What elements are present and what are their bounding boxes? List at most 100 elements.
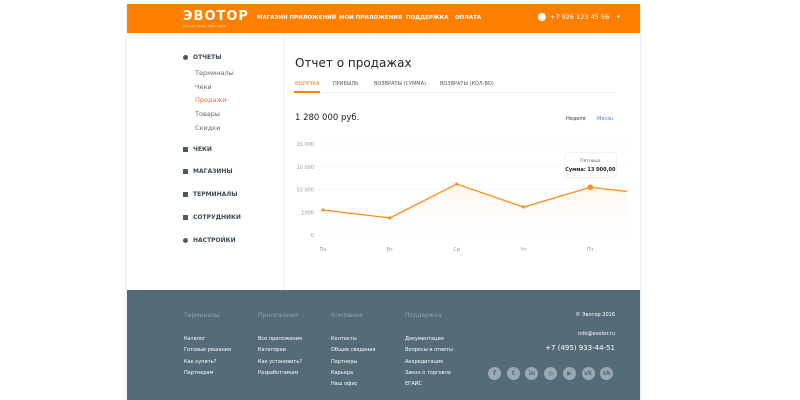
vk-icon[interactable]: vk bbox=[581, 367, 595, 380]
sidebar-label: МАГАЗИНЫ bbox=[193, 168, 233, 175]
odnoklassniki-icon[interactable]: ok bbox=[600, 367, 614, 380]
shop-icon bbox=[183, 169, 188, 174]
user-menu[interactable]: +7 926 123 45 56 ▾ bbox=[538, 13, 620, 21]
period-week[interactable]: Неделя bbox=[566, 116, 586, 122]
sidebar-item-sales[interactable]: Продажи bbox=[195, 96, 227, 104]
x-tick-label: Пн bbox=[319, 247, 326, 253]
logo-tagline: экосистема торговли bbox=[183, 24, 227, 28]
receipt-icon bbox=[183, 147, 188, 152]
footer-heading: Терминалы bbox=[184, 312, 220, 319]
header: ЭВОТОР экосистема торговли МАГАЗИН ПРИЛОЖ… bbox=[127, 4, 640, 33]
footer-link[interactable]: Общие сведения bbox=[331, 347, 376, 354]
y-tick-label: 1000 bbox=[301, 210, 314, 216]
logo-text: ЭВОТОР bbox=[183, 9, 249, 24]
footer-phone: +7 (495) 933-44-51 bbox=[545, 344, 615, 352]
footer-link[interactable]: Контакты bbox=[331, 336, 357, 342]
sidebar-shops[interactable]: МАГАЗИНЫ bbox=[183, 168, 233, 175]
sidebar-item-discounts[interactable]: Скидки bbox=[195, 124, 221, 132]
sidebar-label: ОТЧЕТЫ bbox=[193, 54, 222, 61]
footer-link[interactable]: Партнеры bbox=[331, 358, 358, 365]
footer-link[interactable]: Разработчикам bbox=[258, 369, 299, 376]
footer-link[interactable]: Готовые решения bbox=[184, 347, 232, 354]
tooltip-value: Сумма: 13 000,00 bbox=[565, 167, 616, 173]
footer-link[interactable]: Как установить? bbox=[258, 358, 302, 365]
footer-heading: Поддержка bbox=[405, 312, 442, 319]
y-tick-label: 50 000 bbox=[297, 188, 315, 194]
footer-link[interactable]: Каталог bbox=[184, 336, 206, 342]
x-tick-label: Чт bbox=[520, 247, 526, 253]
footer-link[interactable]: Карьера bbox=[331, 369, 354, 376]
twitter-icon[interactable]: t bbox=[506, 367, 520, 380]
nav-app-store[interactable]: МАГАЗИН ПРИЛОЖЕНИЙ bbox=[257, 15, 337, 21]
chevron-down-icon: ▾ bbox=[617, 14, 620, 20]
linkedin-icon[interactable]: in bbox=[525, 367, 539, 380]
footer-link[interactable]: Партнерам bbox=[184, 369, 214, 376]
footer-link[interactable]: Категории bbox=[258, 347, 286, 354]
sidebar-item-goods[interactable]: Товары bbox=[195, 110, 221, 118]
y-tick-label: 10 000 bbox=[297, 165, 315, 171]
area-fill bbox=[323, 184, 627, 235]
sidebar-receipts[interactable]: ЧЕКИ bbox=[183, 146, 212, 153]
data-point bbox=[521, 205, 526, 209]
terminal-icon bbox=[183, 192, 188, 197]
tab-returns-sum[interactable]: ВОЗВРАТЫ (СУММА) bbox=[374, 81, 426, 87]
tooltip-box bbox=[564, 151, 617, 178]
footer-email[interactable]: info@evotor.ru bbox=[578, 331, 615, 337]
sidebar-settings[interactable]: НАСТРОЙКИ bbox=[183, 237, 236, 244]
employees-icon bbox=[183, 215, 188, 220]
copyright: © Эвотор 2016 bbox=[575, 312, 615, 318]
nav-my-apps[interactable]: МОИ ПРИЛОЖЕНИЯ bbox=[339, 15, 403, 21]
total-amount: 1 280 000 руб. bbox=[295, 113, 360, 123]
footer-link[interactable]: Вопросы и ответы bbox=[405, 347, 453, 354]
footer-link[interactable]: Аккредитация bbox=[405, 358, 444, 365]
tab-returns-count[interactable]: ВОЗВРАТЫ (КОЛ-ВО) bbox=[440, 81, 494, 87]
page-title: Отчет о продажах bbox=[295, 56, 412, 70]
footer-link[interactable]: Документация bbox=[405, 336, 444, 342]
user-icon bbox=[538, 13, 546, 21]
tab-divider bbox=[295, 92, 615, 93]
sidebar-item-terminals[interactable]: Терминалы bbox=[195, 69, 234, 77]
tooltip-title: Пятница bbox=[580, 158, 601, 164]
facebook-icon[interactable]: f bbox=[488, 367, 501, 380]
app-window: ЭВОТОР экосистема торговли МАГАЗИН ПРИЛОЖ… bbox=[127, 4, 640, 400]
data-point bbox=[321, 208, 325, 212]
footer-heading: Компания bbox=[331, 312, 363, 319]
y-tick-label: 0 bbox=[311, 233, 314, 239]
footer-heading: Приложения bbox=[258, 312, 299, 319]
tab-revenue[interactable]: ВЫРУЧКА bbox=[295, 81, 320, 87]
period-month[interactable]: Месяц bbox=[597, 116, 614, 122]
sidebar-label: СОТРУДНИКИ bbox=[193, 214, 241, 221]
sidebar-terminals[interactable]: ТЕРМИНАЛЫ bbox=[183, 191, 237, 198]
footer: Терминалы Каталог Готовые решения Как купит… bbox=[127, 290, 640, 400]
data-point bbox=[388, 216, 392, 220]
tab-profit[interactable]: ПРИБЫЛЬ bbox=[333, 81, 359, 87]
sidebar-item-receipts[interactable]: Чеки bbox=[195, 83, 212, 91]
reports-icon bbox=[183, 55, 188, 60]
sidebar-label: ЧЕКИ bbox=[193, 146, 212, 153]
sidebar-label: НАСТРОЙКИ bbox=[193, 237, 236, 244]
x-tick-label: Ср bbox=[453, 247, 460, 253]
footer-link[interactable]: ЕГАИС bbox=[405, 381, 422, 388]
footer-link[interactable]: Все приложения bbox=[258, 336, 302, 342]
sidebar-label: ТЕРМИНАЛЫ bbox=[193, 191, 238, 198]
nav-payment[interactable]: ОПЛАТА bbox=[455, 15, 482, 21]
tab-active-underline bbox=[294, 91, 320, 93]
data-point bbox=[587, 184, 594, 191]
logo[interactable]: ЭВОТОР экосистема торговли bbox=[183, 9, 249, 28]
gear-icon bbox=[183, 238, 188, 243]
user-phone: +7 926 123 45 56 bbox=[550, 13, 610, 21]
sidebar-reports[interactable]: ОТЧЕТЫ bbox=[183, 54, 221, 61]
nav-support[interactable]: ПОДДЕРЖКА bbox=[406, 15, 449, 21]
sidebar-employees[interactable]: СОТРУДНИКИ bbox=[183, 214, 241, 221]
footer-link[interactable]: Как купить? bbox=[184, 358, 217, 365]
y-tick-label: 30 000 bbox=[297, 142, 315, 148]
divider bbox=[283, 33, 284, 290]
youtube-icon[interactable]: ▶ bbox=[562, 367, 576, 380]
footer-link[interactable]: Наш офис bbox=[331, 381, 358, 388]
instagram-icon[interactable]: ◎ bbox=[544, 367, 558, 380]
data-point bbox=[455, 182, 459, 186]
x-tick-label: Вт bbox=[387, 247, 393, 253]
x-tick-label: Пт bbox=[587, 247, 594, 253]
footer-link[interactable]: Закон о торговле bbox=[405, 369, 451, 376]
